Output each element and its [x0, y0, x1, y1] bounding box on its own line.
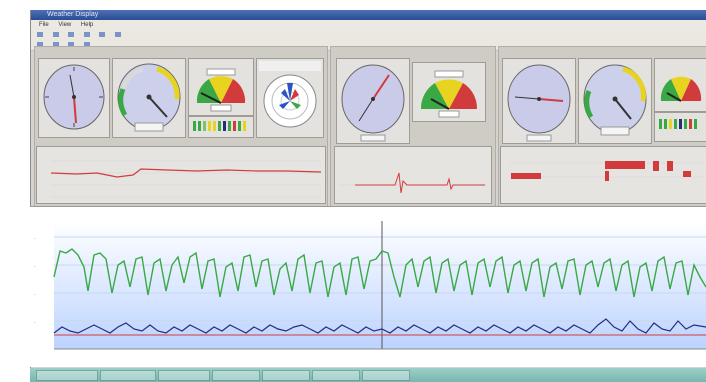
bar-meter	[193, 121, 246, 131]
history-graph[interactable]: · · · ·	[30, 206, 706, 367]
taskbar-item[interactable]	[362, 370, 410, 381]
mini-graph-plot	[509, 161, 705, 181]
toolbar-button[interactable]	[68, 40, 76, 50]
mini-graph-plot	[339, 172, 487, 194]
temperature-bars	[188, 116, 254, 138]
temperature-bars-3	[654, 112, 706, 142]
thermometer-icon	[52, 42, 59, 48]
gear-icon	[99, 32, 106, 38]
window-title: Weather Display	[47, 11, 99, 18]
wind-icon	[37, 42, 43, 48]
pressure-gauge-3[interactable]	[578, 58, 652, 144]
station-3-mini-graph[interactable]	[500, 146, 706, 204]
history-plot: · · · ·	[34, 221, 706, 350]
pressure-dial	[583, 64, 647, 136]
speed-dial	[660, 76, 702, 102]
taskbar-item[interactable]	[158, 370, 210, 381]
wind-speed-gauge-3[interactable]	[654, 58, 706, 112]
pressure-dial	[117, 63, 181, 132]
clock-dial	[43, 64, 105, 130]
titlebar[interactable]: Weather Display	[31, 10, 706, 20]
menu-bar: File View Help	[31, 20, 706, 30]
svg-text:·: ·	[34, 292, 36, 298]
wind-rose-chart	[259, 61, 321, 128]
taskbar-item[interactable]	[262, 370, 310, 381]
wind-direction-gauge-3[interactable]	[502, 58, 576, 144]
station-1-mini-graph[interactable]	[36, 146, 326, 204]
taskbar-item[interactable]	[212, 370, 260, 381]
svg-text:·: ·	[34, 236, 36, 242]
refresh-icon	[83, 42, 90, 48]
menu-view[interactable]: View	[58, 22, 72, 28]
gauge-icon	[83, 32, 90, 38]
wind-direction-gauge[interactable]	[38, 58, 110, 138]
speed-dial	[420, 70, 478, 118]
station-2-mini-graph[interactable]	[334, 146, 492, 204]
help-icon	[114, 32, 121, 38]
toolbar-button[interactable]	[52, 40, 61, 50]
toolbar-button[interactable]	[37, 40, 45, 50]
taskbar-item[interactable]	[100, 370, 156, 381]
taskbar	[30, 368, 706, 382]
toolbar-button[interactable]	[68, 30, 76, 40]
save-icon	[52, 32, 59, 38]
menu-file[interactable]: File	[39, 22, 49, 28]
toolbar-button[interactable]	[83, 40, 92, 50]
speed-dial	[196, 68, 246, 112]
toolbar-button[interactable]	[52, 30, 61, 40]
clock-icon	[68, 42, 75, 48]
wind-rose[interactable]	[256, 58, 324, 138]
wind-speed-gauge-2[interactable]	[412, 62, 486, 122]
svg-text:·: ·	[34, 320, 36, 326]
toolbar-button[interactable]	[37, 30, 45, 40]
folder-icon	[37, 32, 43, 38]
svg-text:·: ·	[34, 264, 36, 270]
taskbar-item[interactable]	[312, 370, 360, 381]
wind-speed-gauge[interactable]	[188, 58, 254, 116]
pressure-gauge[interactable]	[112, 58, 186, 138]
chart-icon	[68, 32, 75, 38]
wind-direction-gauge-2[interactable]	[336, 58, 410, 144]
toolbar-button[interactable]	[99, 30, 107, 40]
mini-graph-plot	[50, 160, 322, 198]
clock-dial	[341, 64, 405, 142]
toolbar-button[interactable]	[114, 30, 123, 40]
toolbar-button[interactable]	[83, 30, 92, 40]
taskbar-item[interactable]	[36, 370, 98, 381]
bar-meter	[659, 119, 697, 129]
menu-help[interactable]: Help	[80, 22, 94, 28]
clock-dial	[507, 64, 571, 142]
